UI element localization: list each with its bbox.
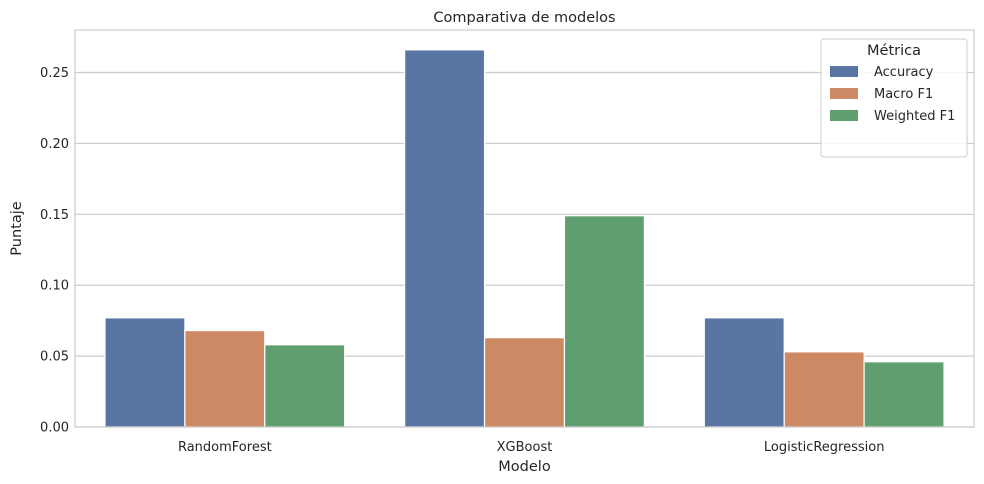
bar-accuracy (404, 49, 486, 428)
x-axis-ticks: RandomForest XGBoost LogisticRegression (178, 440, 884, 455)
legend-label: Macro F1 (874, 87, 933, 102)
legend-label: Accuracy (874, 65, 934, 80)
bar-macro-f1 (184, 329, 266, 428)
y-tick-label: 0.25 (40, 66, 69, 81)
y-tick-label: 0.10 (40, 279, 69, 294)
x-tick-label: XGBoost (497, 440, 553, 455)
legend-label: Weighted F1 (874, 109, 955, 124)
legend-swatch (830, 66, 858, 77)
chart-title: Comparativa de modelos (433, 10, 615, 26)
y-tick-label: 0.20 (40, 137, 69, 152)
bar-accuracy (703, 317, 785, 428)
legend-title: Métrica (867, 43, 921, 59)
x-tick-label: RandomForest (178, 440, 272, 455)
plot-area-frame (74, 29, 975, 428)
bar-macro-f1 (783, 351, 865, 428)
legend-swatch (830, 88, 858, 99)
y-axis-ticks: 0.00 0.05 0.10 0.15 0.20 0.25 (40, 66, 69, 435)
legend-swatch (830, 110, 858, 121)
bar-accuracy (104, 317, 186, 428)
x-axis-title: Modelo (498, 459, 551, 475)
y-tick-label: 0.05 (40, 350, 69, 365)
bars (104, 49, 945, 428)
legend: Métrica Accuracy Macro F1 Weighted F1 (820, 38, 968, 158)
x-tick-label: LogisticRegression (764, 440, 885, 455)
y-tick-label: 0.15 (40, 208, 69, 223)
bar-weighted-f1 (264, 344, 346, 428)
bar-macro-f1 (483, 337, 566, 428)
bar-weighted-f1 (863, 361, 945, 428)
y-tick-label: 0.00 (40, 421, 69, 436)
bar-weighted-f1 (563, 215, 645, 428)
y-axis-title: Puntaje (9, 201, 25, 255)
legend-items: Accuracy Macro F1 Weighted F1 (830, 65, 955, 124)
